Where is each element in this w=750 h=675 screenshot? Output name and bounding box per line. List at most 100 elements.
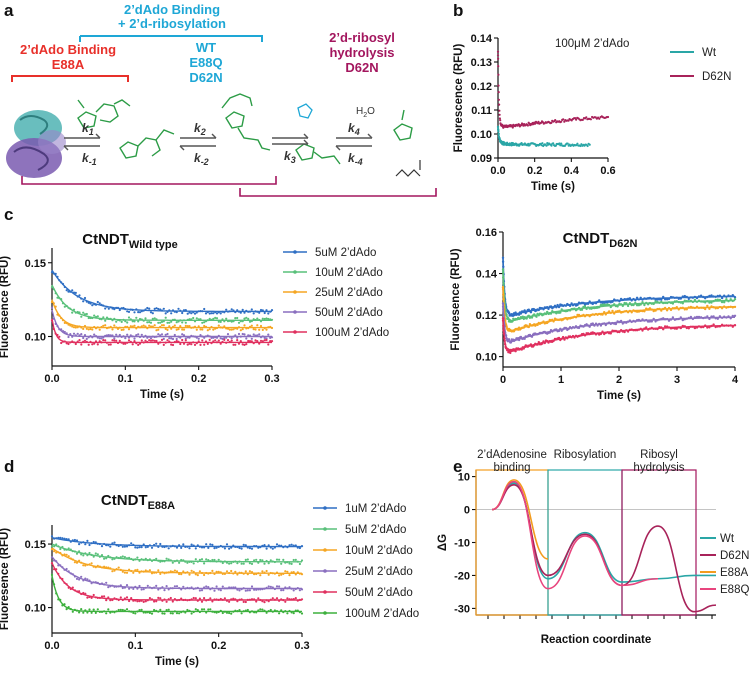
data-point bbox=[259, 324, 263, 328]
data-point bbox=[157, 307, 160, 311]
data-point bbox=[111, 558, 114, 561]
x-tick-label: 0.1 bbox=[118, 373, 133, 385]
data-point bbox=[284, 600, 287, 603]
data-point bbox=[221, 337, 224, 340]
data-point bbox=[142, 588, 145, 591]
data-point bbox=[102, 316, 105, 319]
data-point bbox=[643, 303, 646, 307]
data-point bbox=[155, 307, 158, 310]
scheme-hyd-line2: hydrolysis bbox=[329, 45, 394, 60]
data-point bbox=[82, 336, 85, 340]
data-point bbox=[129, 325, 132, 328]
data-point bbox=[681, 302, 684, 305]
data-point bbox=[120, 320, 123, 323]
scheme-bottom-brackets bbox=[21, 176, 437, 197]
data-point bbox=[73, 561, 76, 564]
data-point bbox=[207, 559, 210, 562]
data-point bbox=[159, 542, 162, 546]
data-point bbox=[259, 308, 263, 312]
data-point bbox=[208, 328, 211, 331]
data-point bbox=[111, 570, 114, 573]
x-axis-label: Reaction coordinate bbox=[541, 634, 652, 646]
data-point bbox=[693, 326, 697, 330]
data-point bbox=[706, 315, 709, 318]
data-point bbox=[208, 312, 211, 315]
rate-km4: k-4 bbox=[348, 151, 363, 167]
data-point bbox=[182, 334, 186, 337]
data-point bbox=[133, 311, 136, 314]
data-point bbox=[86, 578, 89, 581]
data-point bbox=[720, 296, 724, 300]
data-point bbox=[50, 545, 54, 548]
data-point bbox=[127, 316, 131, 319]
data-point bbox=[263, 336, 266, 339]
data-point bbox=[236, 562, 239, 565]
data-point bbox=[589, 118, 593, 121]
chart-title: CtNDTE88A bbox=[101, 492, 175, 512]
data-point bbox=[121, 555, 124, 558]
data-point bbox=[290, 543, 293, 546]
data-point bbox=[100, 595, 104, 598]
protein-structure-icon bbox=[6, 110, 66, 178]
data-point bbox=[188, 342, 191, 345]
data-point bbox=[598, 117, 601, 120]
series-line bbox=[51, 318, 272, 344]
data-point bbox=[269, 340, 272, 343]
data-point bbox=[115, 333, 118, 336]
data-point bbox=[242, 543, 245, 546]
region-label: Ribosylation bbox=[554, 449, 617, 461]
data-point bbox=[667, 319, 671, 322]
data-point bbox=[107, 307, 110, 310]
data-point bbox=[710, 301, 713, 304]
data-point bbox=[80, 608, 83, 611]
data-point bbox=[177, 307, 180, 310]
data-point bbox=[157, 328, 160, 331]
data-point bbox=[687, 327, 690, 330]
data-point bbox=[498, 109, 501, 112]
data-point bbox=[230, 612, 233, 615]
data-point bbox=[733, 314, 737, 317]
y-tick-label: 0.15 bbox=[25, 258, 46, 270]
data-point bbox=[288, 562, 291, 565]
data-point bbox=[223, 338, 226, 341]
data-point bbox=[125, 584, 129, 587]
data-point bbox=[537, 120, 540, 123]
data-point bbox=[212, 336, 215, 339]
data-point bbox=[138, 546, 141, 549]
data-point bbox=[206, 329, 209, 332]
data-point bbox=[248, 562, 251, 565]
data-point bbox=[115, 339, 118, 342]
ribosyl-molecule-icon bbox=[221, 93, 271, 151]
legend-marker bbox=[293, 270, 297, 274]
y-axis-label: Fluoresence (RFU) bbox=[0, 256, 11, 358]
series-line bbox=[51, 299, 272, 329]
data-point bbox=[192, 596, 195, 600]
scheme-red-line1: 2’dAdo Binding bbox=[20, 42, 116, 57]
data-point bbox=[71, 311, 74, 314]
data-point bbox=[205, 543, 208, 546]
data-point bbox=[240, 547, 243, 550]
data-point bbox=[201, 321, 204, 324]
data-point bbox=[138, 584, 141, 588]
data-point bbox=[184, 337, 187, 340]
region-label: hydrolysis bbox=[633, 462, 684, 474]
chart-e-energy: 10 0 -10 -20 -30 Reaction coordinate ΔG 2’dAden… bbox=[437, 449, 749, 646]
data-point bbox=[186, 325, 189, 328]
data-point bbox=[105, 599, 108, 602]
data-point bbox=[498, 103, 501, 106]
data-point bbox=[103, 595, 106, 598]
data-point bbox=[107, 343, 110, 346]
data-point bbox=[228, 611, 231, 615]
data-point bbox=[186, 312, 189, 315]
data-point bbox=[725, 298, 728, 301]
data-point bbox=[159, 321, 162, 324]
data-point bbox=[100, 545, 104, 548]
scheme-bracket-blue bbox=[79, 35, 263, 42]
legend-label: 10uM 2’dAdo bbox=[315, 267, 383, 279]
data-point bbox=[82, 300, 85, 303]
scheme-hyd-line1: 2’d-ribosyl bbox=[329, 30, 395, 45]
data-point bbox=[250, 324, 253, 327]
data-point bbox=[198, 558, 201, 562]
data-point bbox=[118, 339, 121, 342]
x-tick-label: 4 bbox=[732, 374, 739, 386]
